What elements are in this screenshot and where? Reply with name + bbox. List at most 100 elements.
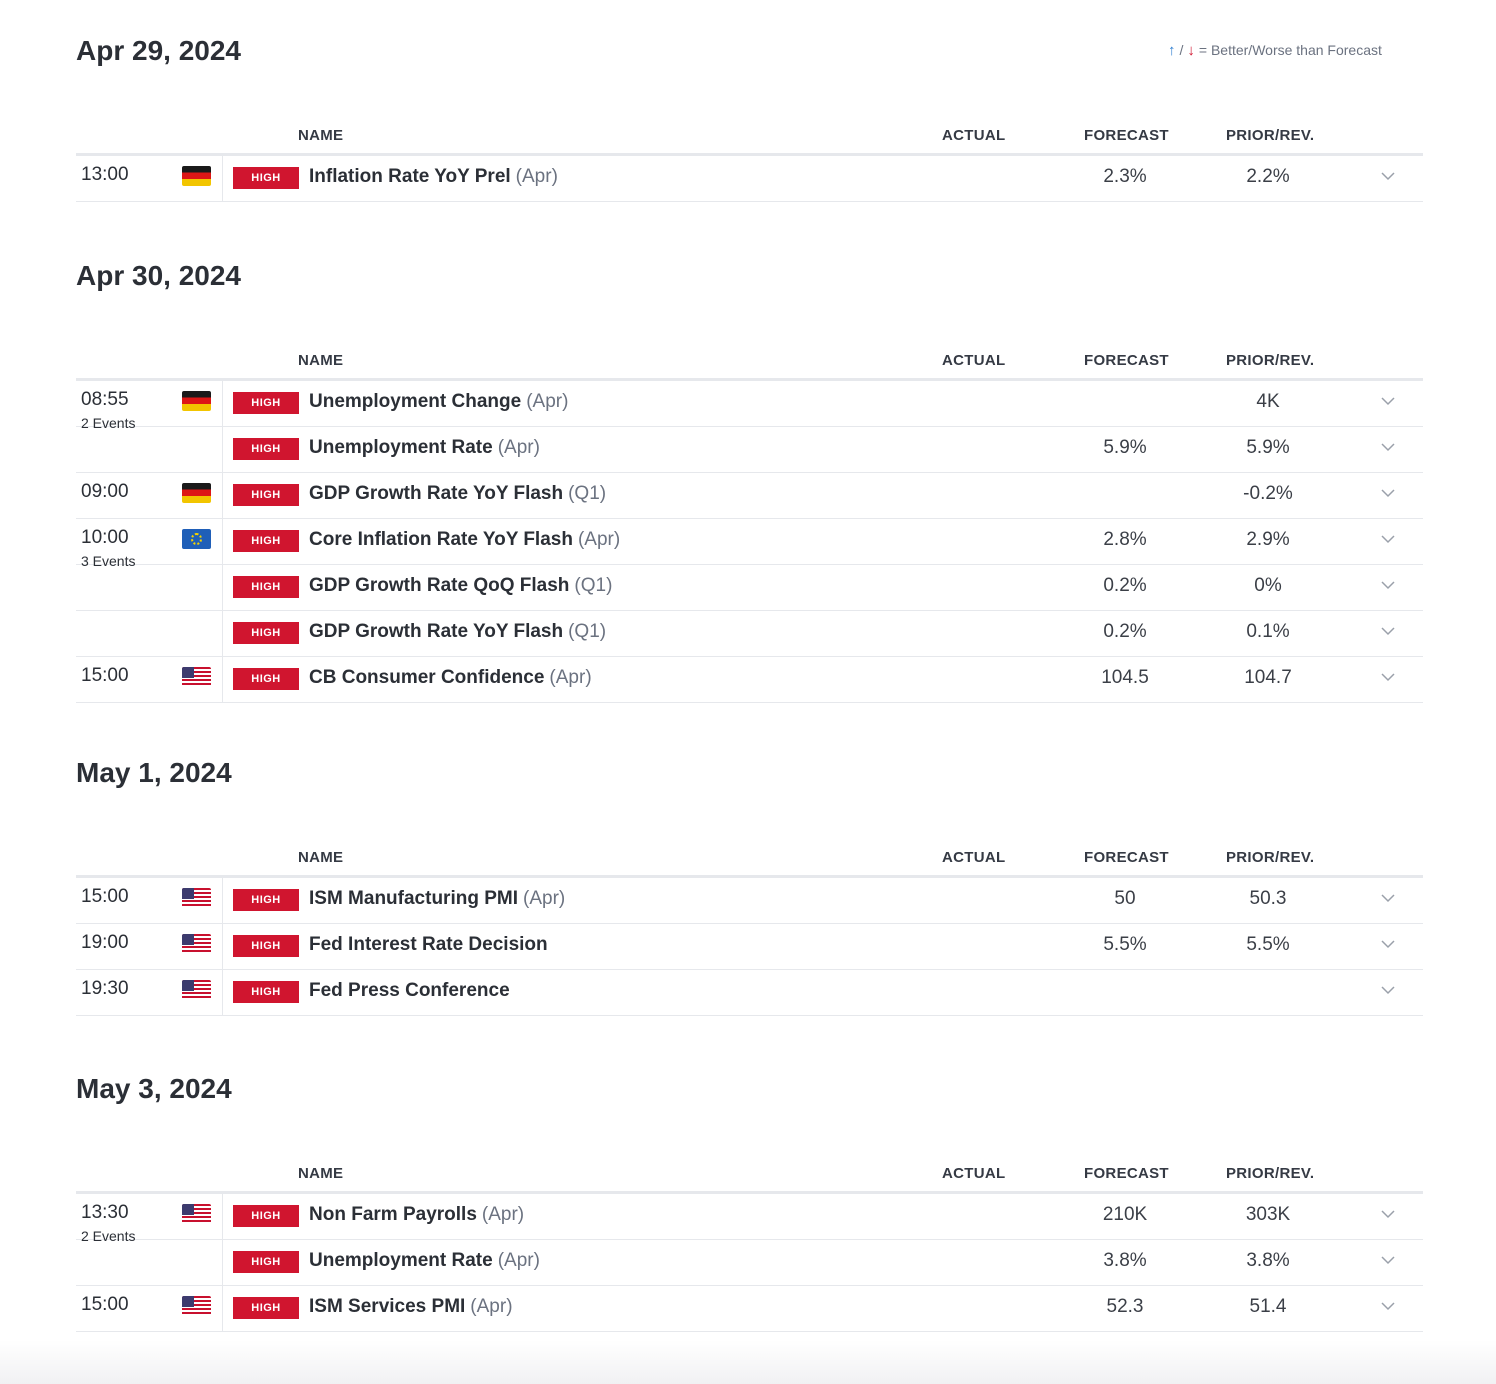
chevron-down-icon[interactable] bbox=[1378, 531, 1398, 551]
table-header: NAME ACTUAL FORECAST PRIOR/REV. bbox=[76, 348, 1423, 381]
event-name[interactable]: Fed Press Conference bbox=[309, 980, 510, 1002]
importance-badge: HIGH bbox=[233, 167, 299, 189]
column-divider bbox=[222, 427, 223, 473]
event-name[interactable]: CB Consumer Confidence (Apr) bbox=[309, 667, 592, 689]
event-row[interactable]: 15:00 HIGH CB Consumer Confidence (Apr) 104.… bbox=[76, 657, 1423, 703]
prior-value: 0.1% bbox=[1246, 621, 1290, 642]
flag-us-icon bbox=[182, 888, 211, 908]
forecast-value: 0.2% bbox=[1103, 575, 1147, 596]
prior-value: 50.3 bbox=[1249, 888, 1287, 909]
column-divider bbox=[222, 657, 223, 703]
day-title: May 1, 2024 bbox=[76, 757, 232, 788]
event-row[interactable]: 19:30 HIGH Fed Press Conference bbox=[76, 970, 1423, 1016]
event-count: 3 Events bbox=[81, 553, 136, 569]
event-period: (Q1) bbox=[568, 483, 607, 504]
chevron-down-icon[interactable] bbox=[1378, 890, 1398, 910]
event-name[interactable]: Unemployment Change (Apr) bbox=[309, 391, 568, 413]
event-name[interactable]: Inflation Rate YoY Prel (Apr) bbox=[309, 166, 558, 188]
flag-us-icon bbox=[182, 934, 211, 954]
column-divider bbox=[222, 519, 223, 565]
flag-de-icon bbox=[182, 391, 211, 411]
event-title: GDP Growth Rate YoY Flash bbox=[309, 483, 564, 504]
flag-eu-icon bbox=[182, 529, 211, 549]
event-row[interactable]: 09:00 HIGH GDP Growth Rate YoY Flash (Q1) -0… bbox=[76, 473, 1423, 519]
chevron-down-icon[interactable] bbox=[1378, 669, 1398, 689]
event-row[interactable]: HIGH GDP Growth Rate YoY Flash (Q1) 0.2% 0.1… bbox=[76, 611, 1423, 657]
column-divider bbox=[222, 1286, 223, 1332]
event-name[interactable]: Non Farm Payrolls (Apr) bbox=[309, 1204, 524, 1226]
forecast-value: 3.8% bbox=[1103, 1250, 1147, 1271]
event-row[interactable]: 13:00 HIGH Inflation Rate YoY Prel (Apr) 2.3… bbox=[76, 156, 1423, 202]
header-forecast: FORECAST bbox=[1084, 352, 1169, 369]
header-forecast: FORECAST bbox=[1084, 127, 1169, 144]
event-name[interactable]: ISM Services PMI (Apr) bbox=[309, 1296, 513, 1318]
column-divider bbox=[222, 473, 223, 519]
event-row[interactable]: 08:55 2 Events HIGH Unemployment Change (Apr… bbox=[76, 381, 1423, 431]
event-period: (Apr) bbox=[526, 391, 569, 412]
event-name[interactable]: Unemployment Rate (Apr) bbox=[309, 437, 540, 459]
legend-text: = Better/Worse than Forecast bbox=[1198, 42, 1382, 58]
event-row[interactable]: HIGH Unemployment Rate (Apr) 5.9% 5.9% bbox=[76, 427, 1423, 473]
forecast-value: 2.8% bbox=[1103, 529, 1147, 550]
event-time: 15:00 bbox=[81, 1294, 129, 1315]
event-row[interactable]: 13:30 2 Events HIGH Non Farm Payrolls (Apr) 2… bbox=[76, 1194, 1423, 1244]
chevron-down-icon[interactable] bbox=[1378, 577, 1398, 597]
event-name[interactable]: GDP Growth Rate YoY Flash (Q1) bbox=[309, 483, 606, 505]
importance-badge: HIGH bbox=[233, 1205, 299, 1227]
header-prior: PRIOR/REV. bbox=[1226, 352, 1315, 369]
event-name[interactable]: Core Inflation Rate YoY Flash (Apr) bbox=[309, 529, 620, 551]
arrow-up-icon: ↑ bbox=[1168, 41, 1176, 59]
flag-us-icon bbox=[182, 1204, 211, 1224]
arrow-down-icon: ↓ bbox=[1187, 41, 1195, 59]
event-name[interactable]: GDP Growth Rate YoY Flash (Q1) bbox=[309, 621, 606, 643]
column-divider bbox=[222, 1240, 223, 1286]
header-name: NAME bbox=[298, 1165, 344, 1182]
importance-badge: HIGH bbox=[233, 576, 299, 598]
column-divider bbox=[222, 878, 223, 924]
column-divider bbox=[222, 924, 223, 970]
event-name[interactable]: ISM Manufacturing PMI (Apr) bbox=[309, 888, 565, 910]
event-time: 15:00 bbox=[81, 886, 129, 907]
day-section: May 1, 2024 NAME ACTUAL FORECAST PRIOR/R… bbox=[76, 755, 1423, 1016]
chevron-down-icon[interactable] bbox=[1378, 1252, 1398, 1272]
event-row[interactable]: 15:00 HIGH ISM Manufacturing PMI (Apr) 50 50.… bbox=[76, 878, 1423, 924]
chevron-down-icon[interactable] bbox=[1378, 982, 1398, 1002]
event-name[interactable]: Unemployment Rate (Apr) bbox=[309, 1250, 540, 1272]
day-section: Apr 30, 2024 NAME ACTUAL FORECAST PRIOR/… bbox=[76, 258, 1423, 703]
flag-us-icon bbox=[182, 1296, 211, 1316]
event-row[interactable]: HIGH GDP Growth Rate QoQ Flash (Q1) 0.2% 0% bbox=[76, 565, 1423, 611]
column-divider bbox=[222, 611, 223, 657]
event-title: Fed Press Conference bbox=[309, 980, 510, 1001]
flag-de-icon bbox=[182, 483, 211, 503]
event-name[interactable]: Fed Interest Rate Decision bbox=[309, 934, 548, 956]
event-title: Core Inflation Rate YoY Flash bbox=[309, 529, 573, 550]
event-title: Unemployment Rate bbox=[309, 437, 493, 458]
chevron-down-icon[interactable] bbox=[1378, 393, 1398, 413]
day-section: Apr 29, 2024 NAME ACTUAL FORECAST PRIOR/… bbox=[76, 33, 1423, 202]
event-row[interactable]: 10:00 3 Events HIGH Core Inflation Rate YoY… bbox=[76, 519, 1423, 569]
event-row[interactable]: HIGH Unemployment Rate (Apr) 3.8% 3.8% bbox=[76, 1240, 1423, 1286]
chevron-down-icon[interactable] bbox=[1378, 439, 1398, 459]
event-row[interactable]: 15:00 HIGH ISM Services PMI (Apr) 52.3 51.4 bbox=[76, 1286, 1423, 1332]
chevron-down-icon[interactable] bbox=[1378, 623, 1398, 643]
chevron-down-icon[interactable] bbox=[1378, 1298, 1398, 1318]
event-time: 19:00 bbox=[81, 932, 129, 953]
event-time: 13:00 bbox=[81, 164, 129, 185]
event-period: (Apr) bbox=[549, 667, 592, 688]
forecast-value: 210K bbox=[1102, 1204, 1148, 1225]
chevron-down-icon[interactable] bbox=[1378, 168, 1398, 188]
header-prior: PRIOR/REV. bbox=[1226, 1165, 1315, 1182]
chevron-down-icon[interactable] bbox=[1378, 1206, 1398, 1226]
column-divider bbox=[222, 156, 223, 202]
prior-value: 2.2% bbox=[1246, 166, 1290, 187]
event-period: (Apr) bbox=[497, 437, 540, 458]
event-time: 13:30 bbox=[81, 1202, 129, 1223]
chevron-down-icon[interactable] bbox=[1378, 485, 1398, 505]
event-name[interactable]: GDP Growth Rate QoQ Flash (Q1) bbox=[309, 575, 612, 597]
importance-badge: HIGH bbox=[233, 484, 299, 506]
event-period: (Apr) bbox=[523, 888, 566, 909]
prior-value: -0.2% bbox=[1243, 483, 1293, 504]
chevron-down-icon[interactable] bbox=[1378, 936, 1398, 956]
event-row[interactable]: 19:00 HIGH Fed Interest Rate Decision 5.5% 5… bbox=[76, 924, 1423, 970]
